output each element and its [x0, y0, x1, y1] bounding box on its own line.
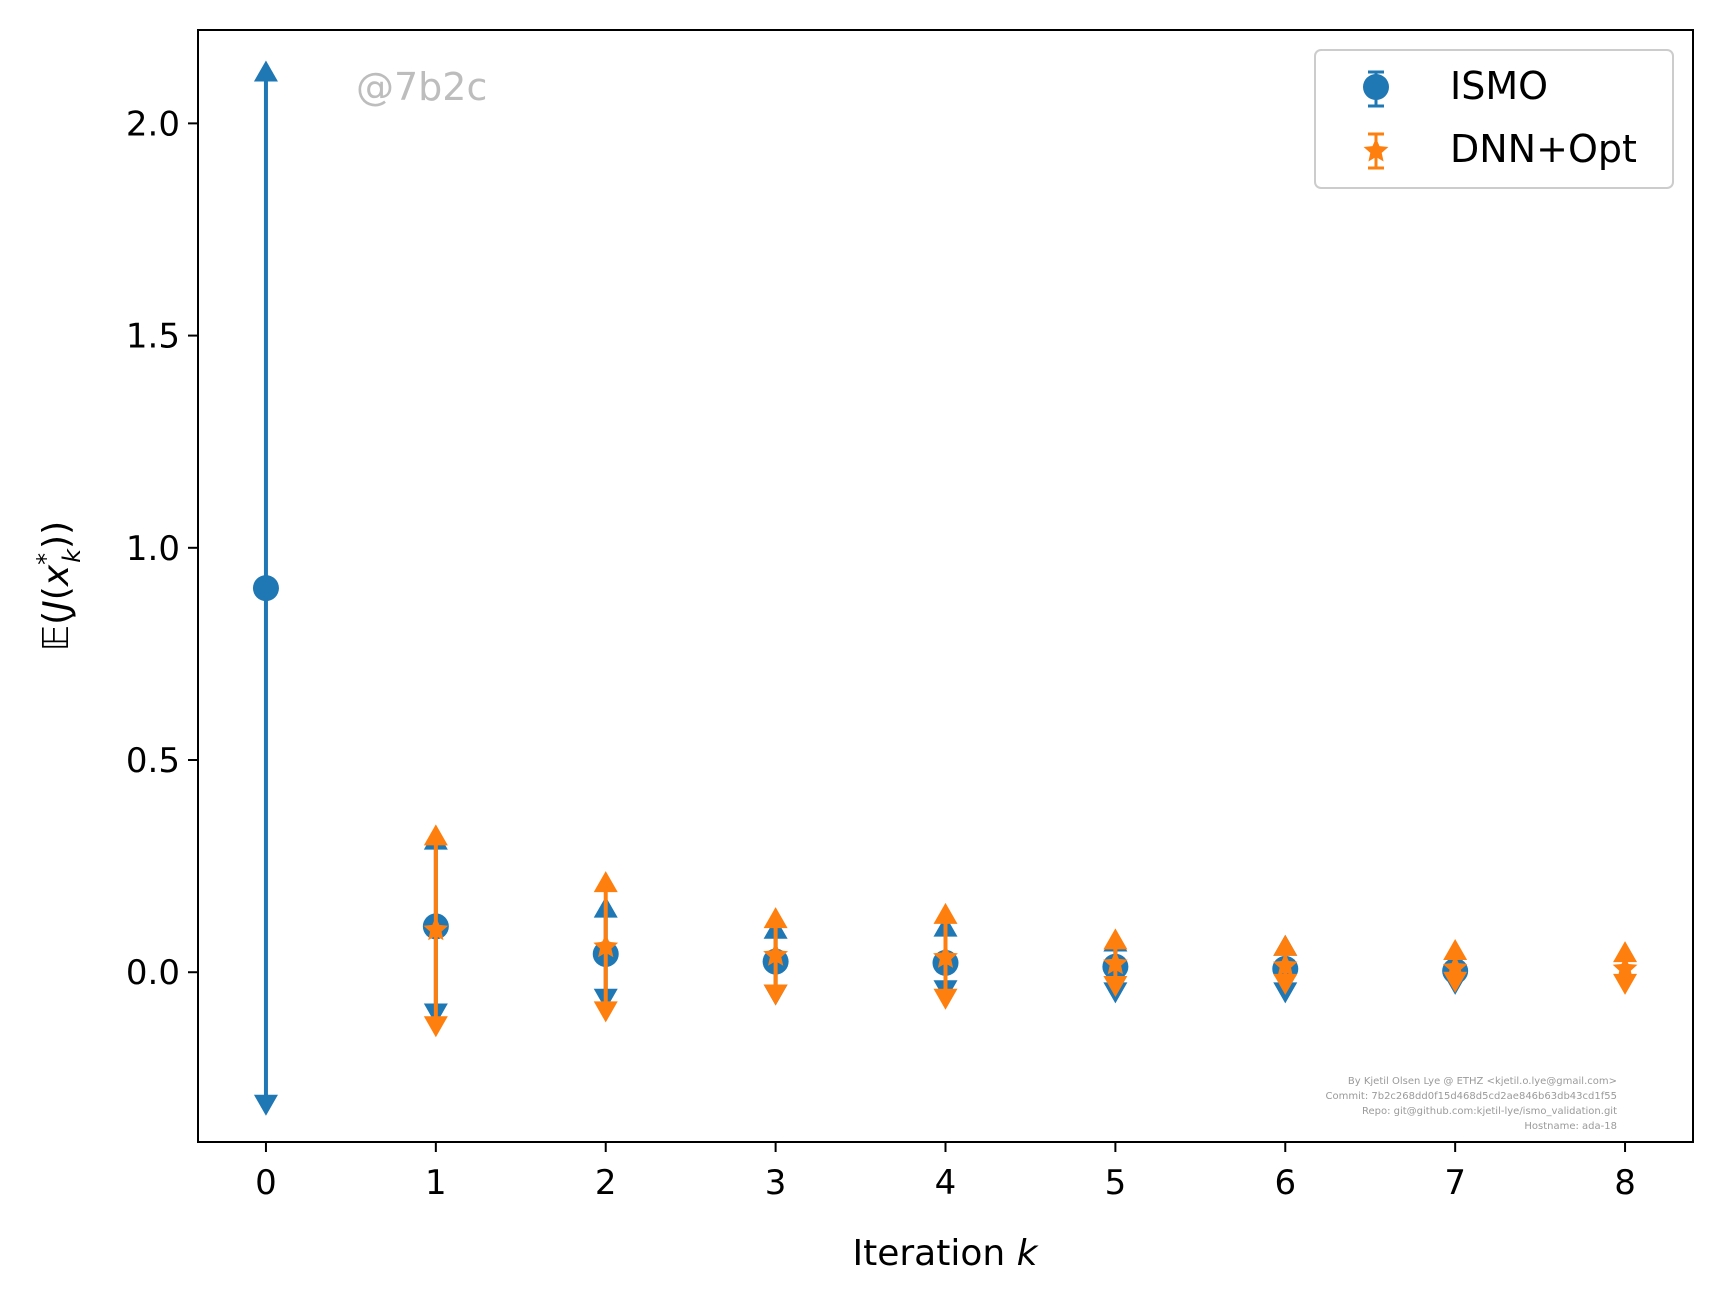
footer-line-2: Commit: 7b2c268dd0f15d468d5cd2ae846b63db…: [1326, 1091, 1617, 1102]
lower-limit-arrow: [593, 1001, 618, 1023]
x-tick-label: 1: [425, 1163, 447, 1203]
data-point: [763, 942, 788, 966]
data-point: [1612, 955, 1638, 980]
y-tick-label: 2.0: [126, 104, 180, 144]
lower-limit-arrow: [763, 984, 788, 1006]
data-point: [933, 944, 958, 968]
legend: ISMO DNN+Opt: [1314, 49, 1674, 189]
upper-limit-arrow: [933, 902, 958, 924]
data-point: [1272, 952, 1298, 977]
y-tick-label: 1.0: [126, 529, 180, 569]
data-point: [1442, 955, 1468, 979]
upper-limit-arrow: [1613, 941, 1638, 963]
legend-marker: [1363, 138, 1389, 162]
x-tick-label: 4: [935, 1163, 957, 1203]
y-axis-ticks: 0.0 0.5 1.0 1.5 2.0: [126, 104, 198, 993]
upper-limit-arrow: [1443, 939, 1468, 961]
upper-limit-arrow: [1273, 934, 1298, 956]
footer-line-1: By Kjetil Olsen Lye @ ETHZ <kjetil.o.lye…: [1348, 1076, 1617, 1087]
plot-frame: [197, 29, 1694, 1143]
x-tick-label: 2: [595, 1163, 617, 1203]
x-axis-label-text: Iteration: [852, 1233, 1016, 1274]
x-tick-label: 6: [1274, 1163, 1296, 1203]
series-dnn-opt: [423, 824, 1638, 1038]
upper-limit-arrow: [423, 824, 448, 846]
x-axis-label-k: k: [1017, 1233, 1040, 1274]
x-tick-label: 5: [1105, 1163, 1127, 1203]
lower-limit-arrow: [423, 1016, 448, 1038]
footer-line-3: Repo: git@github.com:kjetil-lye/ismo_val…: [1362, 1106, 1617, 1117]
legend-ismo-symbol: [1363, 70, 1389, 108]
y-tick-label: 0.5: [126, 741, 180, 781]
data-point: [423, 916, 449, 941]
y-tick-label: 0.0: [126, 953, 180, 993]
lower-limit-arrow: [1613, 973, 1638, 995]
data-point: [252, 575, 279, 602]
legend-dnn-opt-symbol: [1363, 132, 1389, 170]
data-point: [593, 933, 619, 958]
upper-limit-arrow: [763, 907, 788, 929]
x-axis-ticks: 0 1 2 3 4 5 6 7 8: [255, 1142, 1636, 1203]
lower-limit-arrow: [933, 988, 958, 1010]
upper-limit-arrow: [1103, 928, 1128, 950]
x-tick-label: 7: [1444, 1163, 1466, 1203]
series-layer: [252, 60, 1638, 1116]
y-tick-label: 1.5: [126, 317, 180, 357]
x-tick-label: 0: [255, 1163, 277, 1203]
legend-marker: [1363, 74, 1389, 100]
legend-dnn-opt-label: DNN+Opt: [1450, 127, 1637, 171]
x-tick-label: 3: [765, 1163, 787, 1203]
lower-limit-arrow: [1273, 973, 1298, 995]
upper-limit-arrow: [253, 60, 278, 82]
x-axis-label: Iteration k: [852, 1233, 1039, 1274]
lower-limit-arrow: [1103, 975, 1128, 997]
legend-ismo-label: ISMO: [1450, 64, 1548, 108]
upper-limit-arrow: [593, 871, 618, 893]
x-tick-label: 8: [1614, 1163, 1636, 1203]
footer-info: By Kjetil Olsen Lye @ ETHZ <kjetil.o.lye…: [1326, 1076, 1618, 1132]
legend-frame: [1314, 49, 1674, 189]
data-point: [1103, 950, 1128, 975]
watermark: @7b2c: [356, 65, 487, 109]
lower-limit-arrow: [253, 1094, 278, 1116]
footer-line-4: Hostname: ada-18: [1524, 1121, 1617, 1132]
